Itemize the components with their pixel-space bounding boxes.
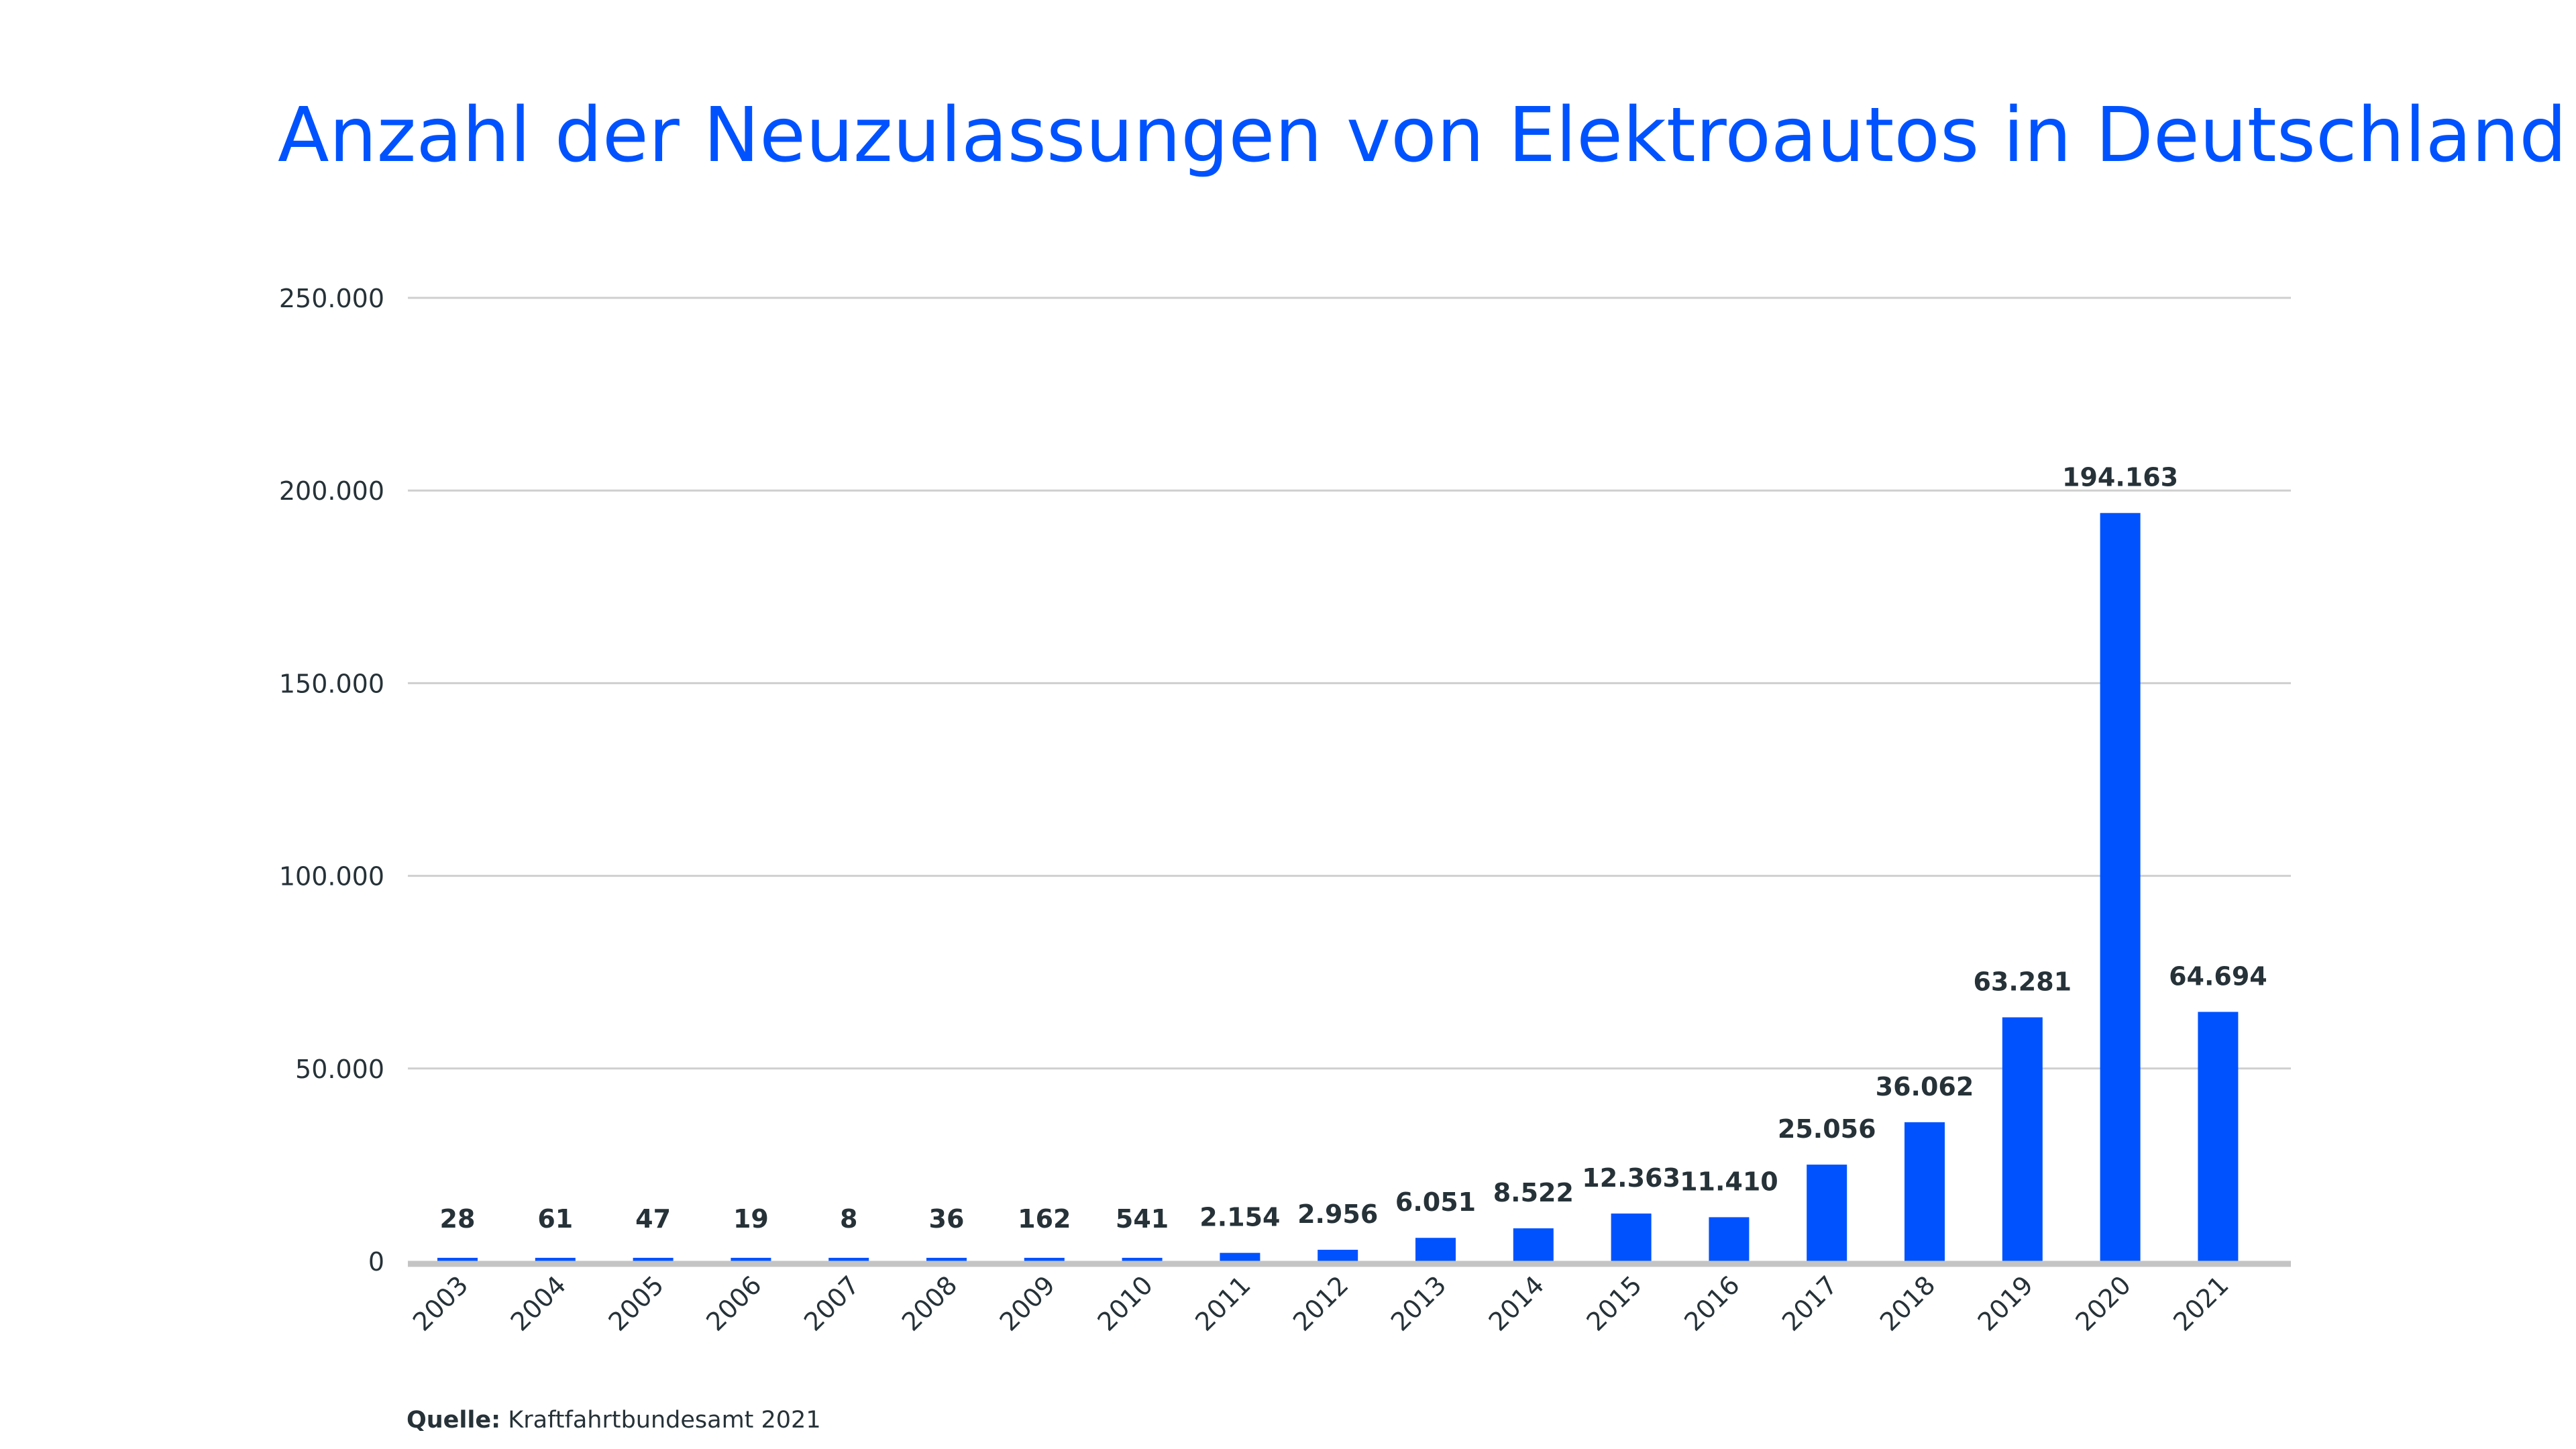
x-tick-label: 2020 xyxy=(2070,1270,2137,1337)
bar-2010 xyxy=(1122,1258,1163,1261)
x-tick-label: 2015 xyxy=(1580,1270,1648,1337)
bar-2013 xyxy=(1415,1238,1456,1261)
x-tick-label: 2016 xyxy=(1678,1270,1746,1337)
x-tick-label: 2008 xyxy=(896,1270,963,1337)
x-tick-label: 2004 xyxy=(505,1270,572,1337)
value-label: 63.281 xyxy=(1973,967,2072,997)
y-axis: 0 50.000 100.000 150.000 200.000 250.000 xyxy=(279,284,384,1277)
source-text: Kraftfahrtbundesamt 2021 xyxy=(508,1407,820,1434)
bar-2007 xyxy=(828,1258,869,1261)
x-tick-label: 2010 xyxy=(1091,1270,1159,1337)
value-label: 6.051 xyxy=(1395,1187,1476,1217)
x-axis: 2003 2004 2005 2006 2007 2008 2009 2010 2011 2012… xyxy=(407,1260,2291,1337)
value-label: 36.062 xyxy=(1876,1072,1974,1102)
value-label: 194.163 xyxy=(2062,463,2178,492)
bar-2020 xyxy=(2100,513,2141,1261)
x-tick-label: 2018 xyxy=(1874,1270,1941,1337)
value-label: 8.522 xyxy=(1493,1178,1574,1208)
value-label: 36 xyxy=(929,1204,965,1234)
value-label: 19 xyxy=(733,1204,769,1234)
value-labels: 28 61 47 19 8 36 162 541 2.154 2.956 6.051 8.522 12.… xyxy=(440,463,2267,1234)
bar-2011 xyxy=(1220,1252,1260,1261)
bar-2009 xyxy=(1024,1258,1065,1261)
y-tick-label: 50.000 xyxy=(295,1055,384,1084)
value-label: 28 xyxy=(440,1204,476,1234)
bars xyxy=(437,513,2239,1261)
value-label: 11.410 xyxy=(1680,1167,1778,1196)
x-tick-label: 2005 xyxy=(602,1270,669,1337)
gridlines xyxy=(408,297,2291,1070)
y-tick-label: 0 xyxy=(368,1247,384,1277)
value-label: 162 xyxy=(1018,1204,1071,1234)
bar-2006 xyxy=(731,1258,771,1261)
x-tick-label: 2013 xyxy=(1385,1270,1452,1337)
x-tick-label: 2012 xyxy=(1287,1270,1354,1337)
y-tick-label: 250.000 xyxy=(279,284,384,313)
value-label: 25.056 xyxy=(1778,1114,1876,1144)
value-label: 8 xyxy=(840,1204,857,1234)
value-label: 47 xyxy=(635,1204,671,1234)
x-tick-label: 2009 xyxy=(994,1270,1061,1337)
chart-title: Anzahl der Neuzulassungen von Elektroaut… xyxy=(278,92,2567,179)
bar-2016 xyxy=(1709,1217,1750,1261)
x-tick-label: 2017 xyxy=(1776,1270,1843,1337)
x-tick-label: 2014 xyxy=(1483,1270,1550,1337)
x-tick-label: 2011 xyxy=(1189,1270,1256,1337)
bar-2008 xyxy=(926,1258,967,1261)
bar-2017 xyxy=(1807,1165,1847,1261)
bar-2004 xyxy=(535,1258,576,1261)
value-label: 12.363 xyxy=(1582,1163,1680,1193)
bar-2019 xyxy=(2002,1017,2043,1261)
value-label: 541 xyxy=(1116,1204,1169,1234)
x-tick-label: 2021 xyxy=(2167,1270,2235,1337)
value-label: 61 xyxy=(537,1204,573,1234)
bar-2018 xyxy=(1904,1122,1945,1261)
bar-2005 xyxy=(633,1258,674,1261)
bar-2021 xyxy=(2198,1012,2239,1261)
x-tick-label: 2007 xyxy=(798,1270,865,1337)
x-tick-label: 2003 xyxy=(407,1270,474,1337)
x-tick-label: 2019 xyxy=(1972,1270,2039,1337)
bar-2015 xyxy=(1611,1213,1652,1261)
y-tick-label: 100.000 xyxy=(279,862,384,892)
bar-2003 xyxy=(437,1258,478,1261)
bar-2012 xyxy=(1318,1250,1358,1261)
source-label: Quelle: xyxy=(407,1407,500,1434)
bar-2014 xyxy=(1513,1228,1554,1261)
y-tick-label: 200.000 xyxy=(279,476,384,506)
source-note: Quelle: Kraftfahrtbundesamt 2021 xyxy=(407,1407,821,1434)
value-label: 2.154 xyxy=(1199,1203,1280,1232)
y-tick-label: 150.000 xyxy=(279,669,384,698)
value-label: 64.694 xyxy=(2169,961,2267,991)
value-label: 2.956 xyxy=(1297,1199,1378,1229)
x-tick-label: 2006 xyxy=(700,1270,767,1337)
